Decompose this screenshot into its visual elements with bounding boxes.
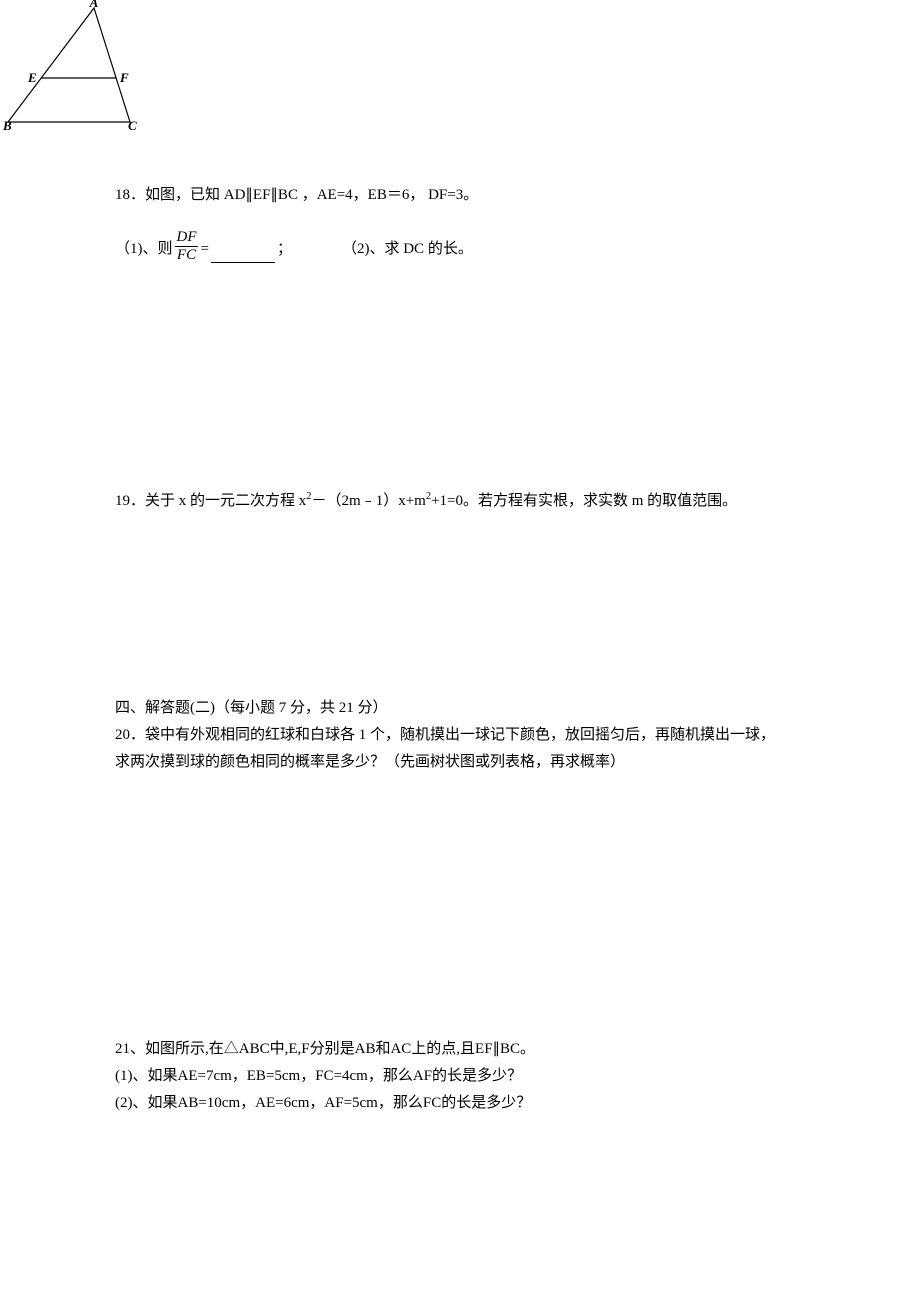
q21-number: 21、: [115, 1041, 145, 1057]
fraction-numerator: DF: [175, 229, 199, 246]
q19-text-b: －（2m﹣1）x+m: [312, 493, 426, 509]
question-19: 19．关于 x 的一元二次方程 x2－（2m﹣1）x+m2+1=0。若方程有实根…: [115, 488, 860, 515]
vertex-label-B: B: [2, 118, 12, 132]
question-20: 20．袋中有外观相同的红球和白球各 1 个，随机摸出一球记下颜色，放回摇匀后，再…: [115, 722, 860, 776]
q21-sub2: (2)、如果AB=10cm，AE=6cm，AF=5cm，那么FC的长是多少？: [115, 1090, 860, 1117]
section-4-header: 四、解答题(二)（每小题 7 分，共 21 分）: [115, 695, 860, 722]
vertex-label-E: E: [27, 70, 37, 85]
q21-sub1: (1)、如果AE=7cm，EB=5cm，FC=4cm，那么AF的长是多少？: [115, 1063, 860, 1090]
q18-sub1-prefix: （1)、则: [115, 236, 173, 263]
vertex-label-A: A: [89, 0, 99, 10]
q19-text-c: +1=0。若方程有实根，求实数 m 的取值范围。: [431, 493, 737, 509]
question-18: 18．如图，已知 AD∥EF∥BC ，AE=4，EB＝6， DF=3。 （1)、…: [115, 182, 860, 263]
q18-eq: =: [201, 236, 209, 263]
fraction-denominator: FC: [175, 246, 198, 264]
q20-line2: 求两次摸到球的颜色相同的概率是多少？（先画树状图或列表格，再求概率）: [115, 749, 860, 776]
q20-line1: 袋中有外观相同的红球和白球各 1 个，随机摸出一球记下颜色，放回摇匀后，再随机摸…: [145, 727, 775, 743]
triangle-figure-q18-21: A B C E F: [0, 0, 145, 132]
q19-text-a: 关于 x 的一元二次方程 x: [145, 493, 306, 509]
vertex-label-F: F: [119, 70, 129, 85]
vertex-label-C: C: [128, 118, 137, 132]
q18-text: 如图，已知 AD∥EF∥BC ，AE=4，EB＝6， DF=3。: [145, 187, 478, 203]
q21-line1: 如图所示,在△ABC中,E,F分别是AB和AC上的点,且EF∥BC。: [145, 1041, 535, 1057]
q19-number: 19．: [115, 493, 145, 509]
q18-sub1-tail: ；: [277, 236, 292, 263]
q18-blank: [211, 262, 275, 263]
q18-fraction: DF FC: [175, 229, 199, 263]
q18-sub2: （2)、求 DC 的长。: [342, 236, 473, 263]
q20-number: 20．: [115, 727, 145, 743]
q18-number: 18．: [115, 187, 145, 203]
section-4-title: 四、解答题(二)（每小题 7 分，共 21 分）: [115, 695, 860, 722]
question-21: 21、如图所示,在△ABC中,E,F分别是AB和AC上的点,且EF∥BC。 (1…: [115, 1036, 860, 1117]
